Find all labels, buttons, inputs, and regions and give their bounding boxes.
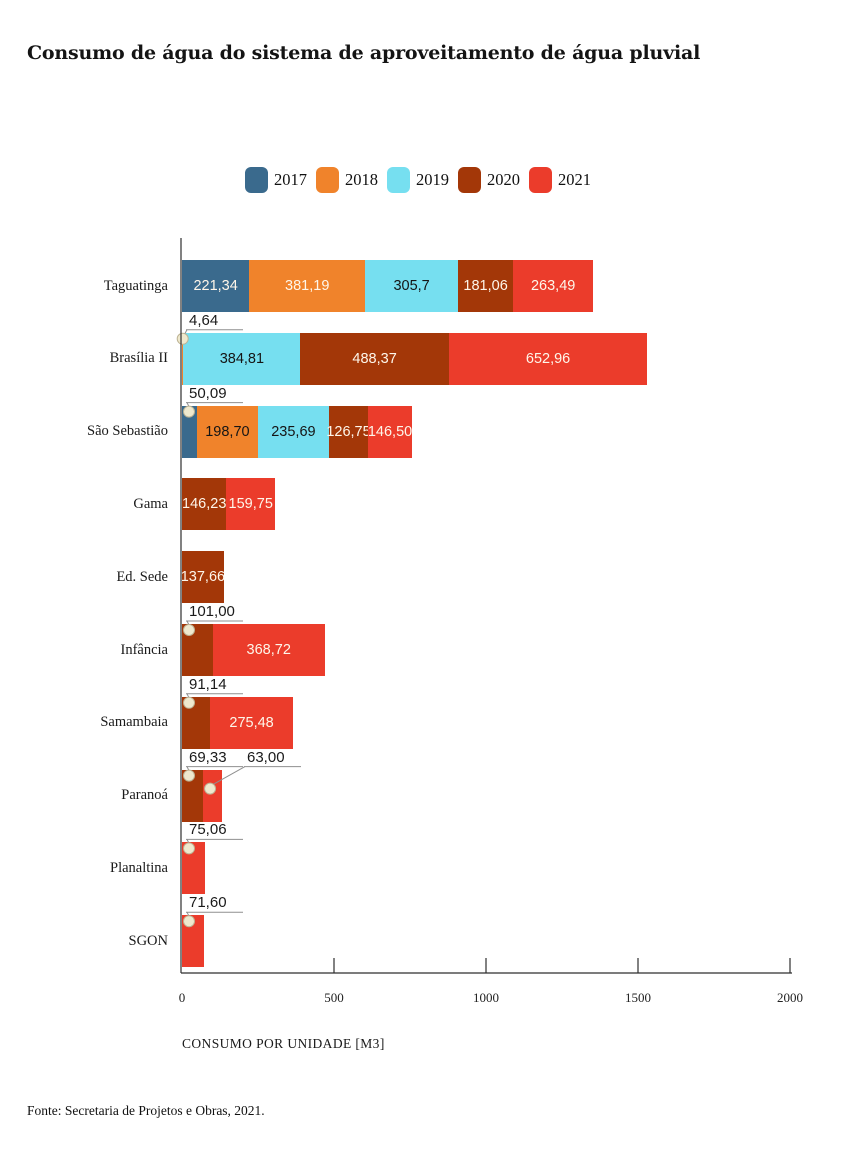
bar-segment-2019: 384,81 [183, 332, 301, 385]
source-note: Fonte: Secretaria de Projetos e Obras, 2… [27, 1103, 265, 1118]
bar-segment-2020: 126,75 [326, 405, 371, 458]
bar-value-label: 146,50 [367, 423, 413, 440]
bar-segment-2018 [182, 332, 184, 385]
bar-row: 368,72 [182, 624, 325, 676]
legend-item-2021: 2021 [529, 167, 591, 193]
bar-segment-2021: 159,75 [226, 478, 276, 531]
chart-title: Consumo de água do sistema de aproveitam… [27, 42, 701, 64]
bar-row [182, 769, 223, 822]
bar-row: 137,66 [180, 551, 226, 604]
bar-value-label: 235,69 [271, 423, 316, 440]
category-label: Infância [120, 641, 169, 658]
bar-segment-2021: 652,96 [448, 332, 648, 385]
x-tick-label-500: 500 [324, 990, 344, 1005]
bar-segment-2018: 381,19 [249, 260, 366, 312]
bar-row: 384,81 488,37 652,96 [182, 332, 648, 385]
legend-label: 2018 [345, 170, 378, 189]
legend-item-2017: 2017 [245, 167, 307, 193]
bar-row: 146,23 159,75 [182, 478, 276, 531]
callout-value-label: 50,09 [189, 384, 227, 402]
bar-value-label: 221,34 [193, 278, 238, 294]
bar-value-label: 146,23 [182, 496, 227, 513]
x-tick-label-1000: 1000 [473, 990, 499, 1005]
category-label: São Sebastião [87, 423, 168, 440]
bar-row: 275,48 [182, 696, 294, 749]
bar-segment-2018: 198,70 [197, 405, 258, 458]
x-tick-label-1500: 1500 [625, 990, 651, 1005]
bar-value-label: 198,70 [205, 423, 250, 440]
bar-segment-2020: 181,06 [458, 260, 514, 312]
bar-segment-2021: 146,50 [367, 405, 413, 458]
legend-swatch-2020 [458, 167, 481, 193]
bar-segment-2021 [203, 769, 223, 822]
bar-value-label: 275,48 [229, 714, 274, 731]
bar-row: 221,34 381,19 305,7 181,06 263,49 [182, 260, 594, 312]
bar-segment-2020 [182, 769, 204, 822]
callout-value-label: 71,60 [189, 894, 227, 912]
bar-value-label: 488,37 [352, 350, 397, 367]
bar-segment-2020 [182, 624, 213, 676]
bar-value-label: 181,06 [463, 278, 508, 294]
legend-swatch-2019 [387, 167, 410, 193]
bar-segment-2021 [182, 842, 205, 895]
bar-value-label: 126,75 [326, 423, 371, 440]
bar-segment-2020 [182, 696, 210, 749]
callout-value-label: 75,06 [189, 821, 227, 839]
legend-label: 2021 [558, 170, 591, 189]
bar-value-label: 384,81 [219, 350, 265, 367]
bar-segment-2020: 137,66 [180, 551, 226, 604]
bar-value-label: 652,96 [525, 350, 571, 367]
bar-segment-2021: 368,72 [212, 624, 325, 676]
category-label: Paranoá [121, 787, 168, 804]
bar-value-label: 368,72 [246, 642, 291, 658]
bar-segment-2017: 221,34 [182, 260, 250, 312]
bar-segment-2017 [182, 405, 198, 458]
callout-value-label: 4,64 [189, 311, 219, 329]
bar-value-label: 305,7 [393, 278, 430, 294]
bar-segment-2021: 263,49 [513, 260, 594, 312]
legend-swatch-2021 [529, 167, 552, 193]
category-label: Brasília II [109, 350, 168, 367]
bar-segment-2020: 146,23 [182, 478, 227, 531]
bar-value-label: 263,49 [530, 278, 576, 294]
category-label: Ed. Sede [116, 568, 168, 585]
category-label: Planaltina [110, 859, 168, 876]
bar-value-label: 137,66 [180, 569, 226, 586]
category-label: Samambaia [100, 714, 168, 731]
bar-value-label: 159,75 [228, 496, 273, 513]
legend: 2017 2018 2019 2020 2021 [245, 167, 600, 193]
bar-row: 198,70 235,69 126,75 146,50 [182, 405, 413, 458]
legend-swatch-2017 [245, 167, 268, 193]
legend-item-2020: 2020 [458, 167, 520, 193]
callout-value-label: 69,33 [189, 748, 227, 766]
legend-label: 2019 [416, 170, 449, 189]
legend-swatch-2018 [316, 167, 339, 193]
legend-label: 2017 [274, 170, 307, 189]
bar-value-label: 381,19 [285, 278, 330, 294]
category-label: Gama [133, 495, 168, 512]
x-tick-label-0: 0 [178, 990, 186, 1005]
x-axis-title: CONSUMO POR UNIDADE [M3] [182, 1036, 385, 1051]
bar-segment-2021: 275,48 [209, 696, 294, 749]
legend-item-2018: 2018 [316, 167, 378, 193]
bar-segment-2021 [182, 915, 204, 968]
legend-label: 2020 [487, 170, 520, 189]
category-label: Taguatinga [103, 277, 168, 294]
callout-value-label: 91,14 [189, 675, 227, 693]
x-tick-label-2000: 2000 [777, 990, 803, 1005]
legend-item-2019: 2019 [387, 167, 449, 193]
bar-row [182, 842, 205, 895]
bar-segment-2019: 305,7 [365, 260, 459, 312]
bar-segment-2020: 488,37 [300, 332, 449, 385]
callout-value-label: 63,00 [247, 748, 285, 766]
category-label: SGON [128, 932, 168, 949]
bar-row [182, 915, 204, 968]
bar-segment-2019: 235,69 [257, 405, 330, 458]
callout-value-label: 101,00 [189, 603, 235, 620]
